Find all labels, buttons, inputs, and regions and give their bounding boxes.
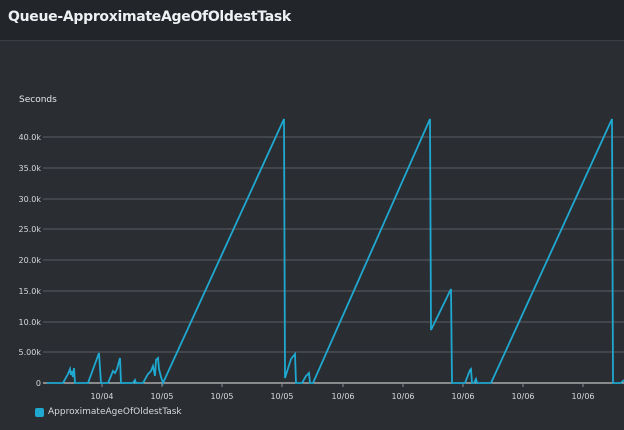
chart-area: Seconds 0 5.00k 10.0k 15.0k 20.0k 25.0k … [0, 41, 624, 426]
widget-header: Queue-ApproximateAgeOfOldestTask [0, 0, 624, 41]
x-tick: 10/06 [391, 392, 414, 401]
x-tick: 10/05 [210, 392, 233, 401]
y-tick: 30.0k [19, 195, 42, 204]
y-tick-labels: 0 5.00k 10.0k 15.0k 20.0k 25.0k 30.0k 35… [19, 133, 42, 388]
x-tick: 10/06 [571, 392, 594, 401]
y-axis-label: Seconds [19, 95, 57, 105]
x-tick: 10/05 [270, 392, 293, 401]
x-tick: 10/06 [511, 392, 534, 401]
x-tick: 10/06 [331, 392, 354, 401]
x-tick: 10/05 [150, 392, 173, 401]
y-tick: 25.0k [19, 225, 42, 234]
legend-label[interactable]: ApproximateAgeOfOldestTask [48, 407, 182, 417]
widget-title: Queue-ApproximateAgeOfOldestTask [8, 9, 291, 25]
y-tick: 40.0k [19, 133, 42, 142]
x-tick-labels: 10/04 10/05 10/05 10/05 10/06 10/06 10/0… [90, 392, 594, 401]
y-tick: 5.00k [19, 348, 42, 357]
line-chart: Seconds 0 5.00k 10.0k 15.0k 20.0k 25.0k … [19, 95, 624, 401]
legend-swatch-icon[interactable] [35, 407, 44, 417]
y-tick: 10.0k [19, 318, 42, 327]
legend: ApproximateAgeOfOldestTask [35, 407, 182, 417]
x-tick-marks [101, 383, 584, 387]
x-tick: 10/06 [451, 392, 474, 401]
y-tick: 15.0k [19, 287, 42, 296]
series-line-approximate-age-of-oldest-task[interactable] [47, 118, 624, 386]
y-tick: 20.0k [19, 256, 42, 265]
x-tick: 10/04 [90, 392, 113, 401]
y-tick: 0 [36, 379, 41, 388]
gridlines [43, 136, 624, 353]
y-tick: 35.0k [19, 164, 42, 173]
